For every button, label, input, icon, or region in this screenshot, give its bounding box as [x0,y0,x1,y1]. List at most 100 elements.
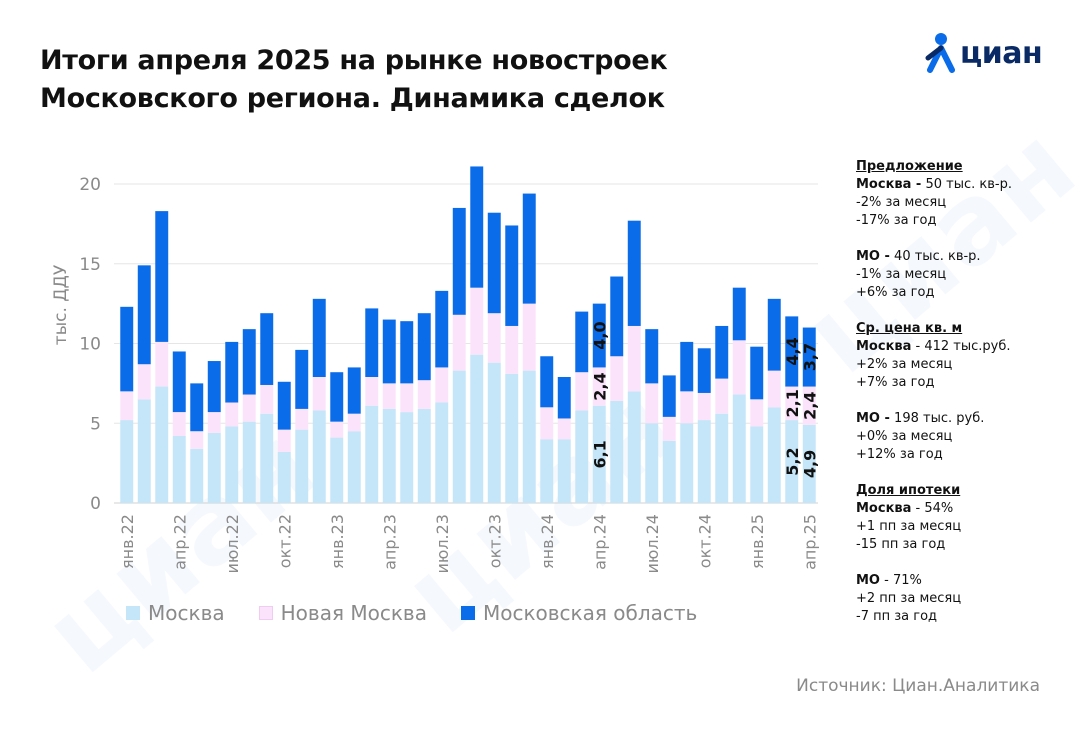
bar-segment-moscow [785,420,799,503]
legend-item-mo: Московская область [460,601,697,625]
bar-segment-new-moscow [750,399,764,427]
x-tick-label: окт.22 [275,514,294,568]
bar-segment-moscow [155,386,169,503]
bar-segment-moscow [715,413,729,503]
bar-segment-new-moscow [435,367,449,403]
bar-segment-mo [400,321,414,384]
bar-segment-mo [435,290,449,368]
legend-item-new-moscow: Новая Москва [258,601,427,625]
data-label: 2,4 [590,372,609,400]
bar-segment-mo [172,351,186,413]
mortgage-mo-value: - 71% [880,573,922,588]
bars-layer [120,166,816,503]
bar-segment-mo [662,375,676,417]
bar-segment-moscow [680,423,694,503]
bar-segment-mo [610,276,624,357]
bar-segment-moscow [557,439,571,503]
bar-segment-moscow [540,439,554,503]
bar-segment-mo [645,329,659,384]
cian-logo: циан [924,32,1054,82]
bar-segment-new-moscow [575,372,589,411]
page-title: Итоги апреля 2025 на рынке новостроек Мо… [40,42,800,118]
data-label: 4,4 [783,337,802,365]
bar-segment-new-moscow [540,407,554,440]
bar-segment-mo [697,348,711,393]
bar-segment-new-moscow [557,418,571,440]
bar-segment-new-moscow [277,429,291,452]
x-tick-label: апр.23 [380,514,399,570]
y-tick-label: 10 [79,335,101,355]
bar-segment-new-moscow [347,413,361,432]
bar-segment-mo [260,313,274,385]
x-tick-label: апр.24 [590,514,609,570]
bar-segment-mo [347,367,361,414]
bar-segment-moscow [277,451,291,503]
bar-segment-mo [225,341,239,403]
mortgage-moscow-label: Москва [856,501,912,516]
bar-segment-new-moscow [785,386,799,421]
bar-segment-new-moscow [452,314,466,371]
bar-segment-moscow [505,373,519,503]
bar-segment-moscow [645,423,659,503]
side-panel: Предложение Москва - 50 тыс. кв-р. -2% з… [856,158,1076,644]
bar-segment-new-moscow [767,370,781,408]
price-block: Ср. цена кв. м Москва - 412 тыс.руб. +2%… [856,320,1076,464]
bar-segment-mo [277,381,291,430]
mortgage-moscow-month: +1 пп за месяц [856,519,962,534]
bar-segment-new-moscow [207,412,221,433]
bar-segment-moscow [452,370,466,503]
chart-legend: Москва Новая Москва Московская область [126,598,731,628]
bar-segment-new-moscow [295,408,309,430]
bar-segment-moscow [172,436,186,503]
x-tick-label: окт.24 [695,514,714,568]
price-header: Ср. цена кв. м [856,321,963,336]
supply-mo: МО - 40 тыс. кв-р. [856,248,1076,266]
bar-segment-new-moscow [662,416,676,441]
bar-segment-mo [767,298,781,371]
bar-segment-mo [295,349,309,409]
supply-moscow-year: -17% за год [856,213,937,228]
bar-segment-new-moscow [592,367,606,406]
bar-segment-moscow [697,420,711,503]
data-label: 2,4 [800,392,819,420]
supply-mo-label: МО - [856,249,890,264]
bar-segment-new-moscow [400,383,414,413]
bar-segment-new-moscow [417,380,431,409]
bar-segment-moscow [802,424,816,503]
bar-segment-moscow [120,420,134,503]
bar-segment-mo [452,207,466,315]
bar-segment-mo [575,311,589,373]
mortgage-header: Доля ипотеки [856,483,961,498]
bar-segment-mo [470,166,484,288]
bar-segment-moscow [400,412,414,503]
bar-segment-mo [750,346,764,400]
bar-segment-mo [505,225,519,326]
price-mo-label: МО - [856,411,890,426]
supply-moscow: Москва - 50 тыс. кв-р. [856,176,1076,194]
mortgage-block: Доля ипотеки Москва - 54% +1 пп за месяц… [856,482,1076,626]
bar-segment-mo [802,327,816,387]
x-tick-label: янв.25 [748,514,767,569]
price-moscow-month: +2% за месяц [856,357,953,372]
page-title-line-1: Итоги апреля 2025 на рынке новостроек [40,45,668,76]
bar-segment-moscow [662,440,676,503]
supply-block: Предложение Москва - 50 тыс. кв-р. -2% з… [856,158,1076,302]
bar-segment-moscow [417,408,431,503]
bar-segment-mo [417,313,431,381]
bar-segment-new-moscow [190,431,204,449]
supply-header: Предложение [856,159,963,174]
bar-segment-moscow [435,402,449,503]
bar-segment-mo [382,319,396,384]
bar-segment-mo [557,376,571,419]
bar-segment-mo [312,298,326,377]
mortgage-mo: МО - 71% [856,572,1076,590]
bar-segment-new-moscow [645,383,659,424]
price-mo-year: +12% за год [856,447,943,462]
bar-segment-new-moscow [260,384,274,414]
bar-segment-mo [785,316,799,387]
bar-segment-moscow [190,448,204,503]
bar-segment-mo [522,193,536,304]
price-mo-value: 198 тыс. руб. [889,411,985,426]
bar-segment-new-moscow [680,391,694,424]
